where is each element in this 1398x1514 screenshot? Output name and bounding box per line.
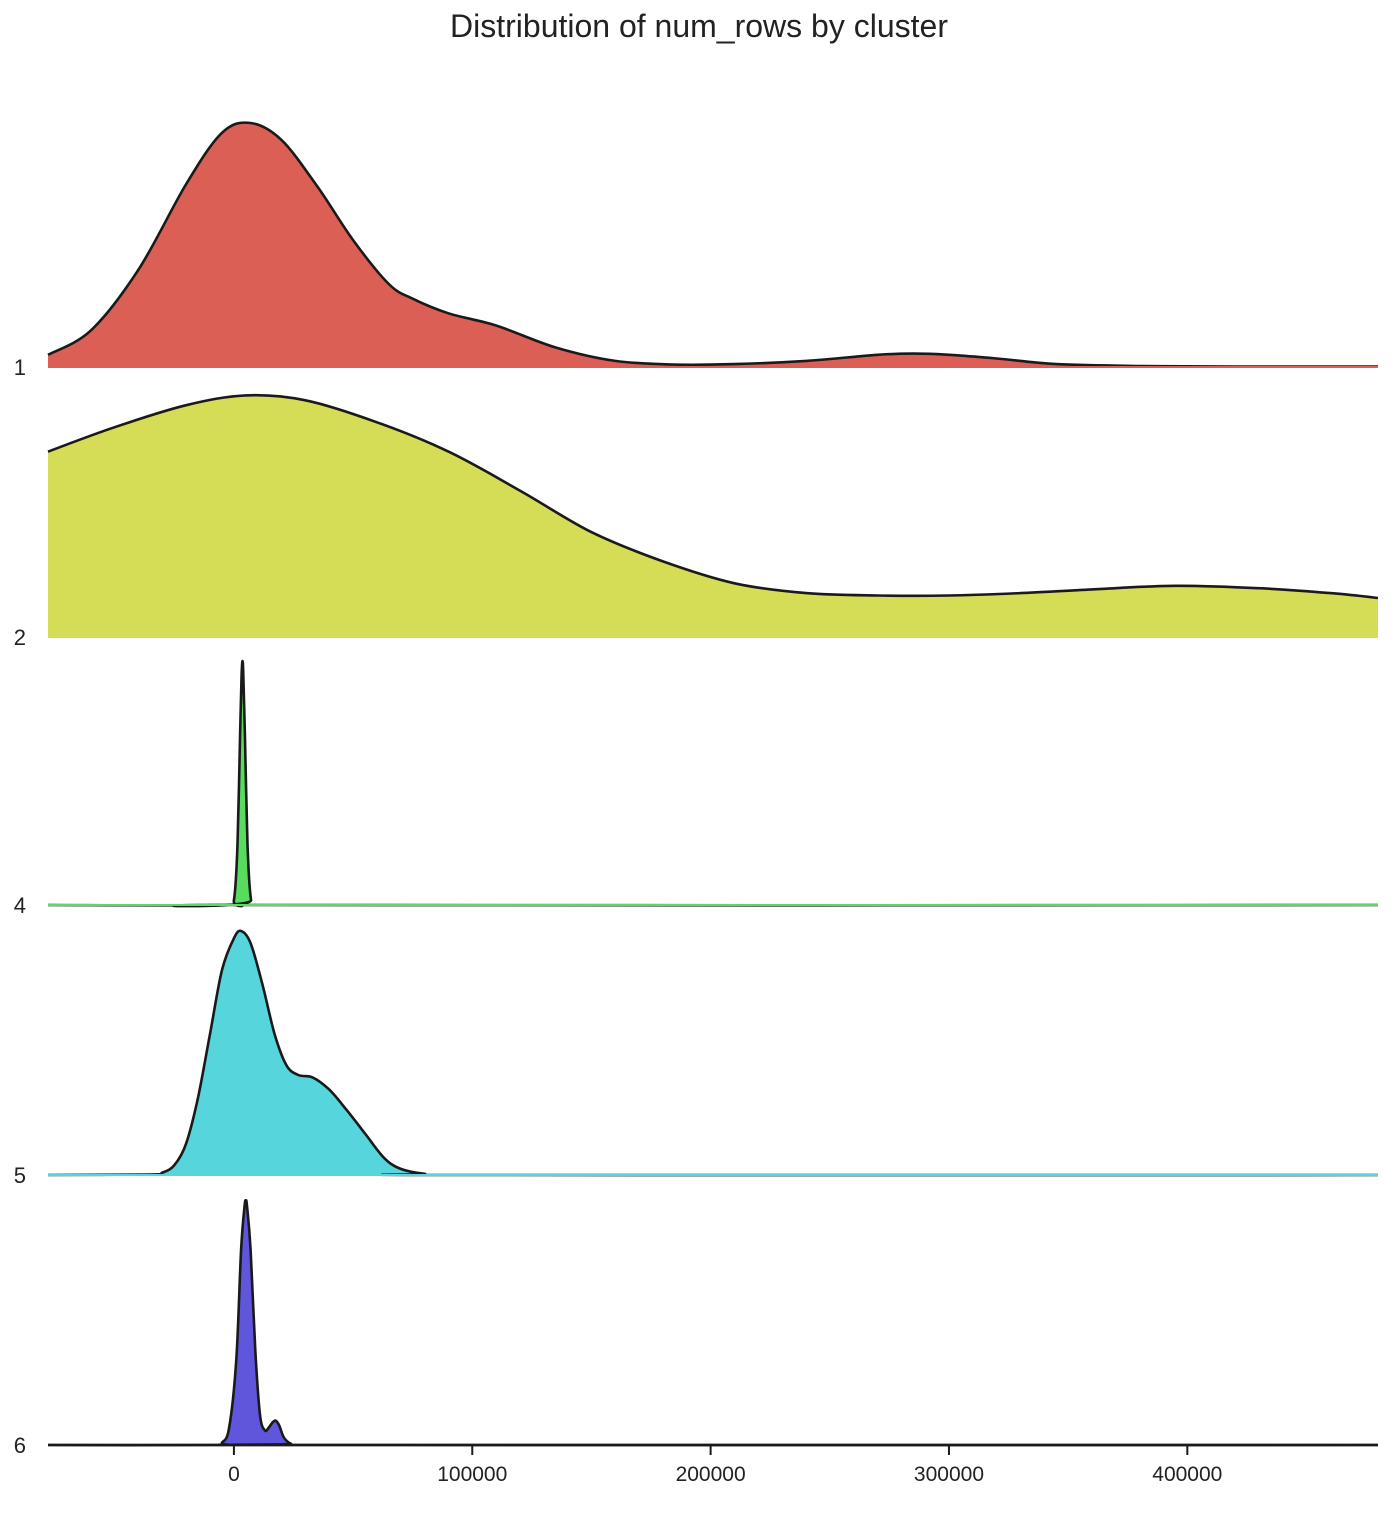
ridge-outline-2 <box>47 393 1379 600</box>
row-label-1: 1 <box>14 355 26 380</box>
ridge-area-5 <box>48 930 1378 1176</box>
ridge-outline-1 <box>47 121 1379 368</box>
x-tick-label-300000: 300000 <box>914 1463 984 1486</box>
ridge-area-1 <box>48 122 1378 367</box>
ridge-6 <box>47 1199 1379 1447</box>
ridge-1 <box>47 121 1379 368</box>
chart-title: Distribution of num_rows by cluster <box>450 8 948 44</box>
ridge-2 <box>47 393 1379 638</box>
x-tick-label-0: 0 <box>228 1463 240 1486</box>
row-label-5: 5 <box>14 1163 26 1188</box>
x-tick-label-200000: 200000 <box>676 1463 746 1486</box>
x-tick-label-400000: 400000 <box>1152 1463 1222 1486</box>
x-tick-label-100000: 100000 <box>437 1463 507 1486</box>
row-label-4: 4 <box>14 893 26 918</box>
ridge-outline-4 <box>47 659 1379 908</box>
ridge-area-6 <box>48 1200 1378 1446</box>
ridge-area-2 <box>48 395 1378 637</box>
row-label-2: 2 <box>14 625 26 650</box>
ridge-5 <box>47 929 1379 1177</box>
ridge-4 <box>47 659 1379 908</box>
row-label-6: 6 <box>14 1433 26 1458</box>
